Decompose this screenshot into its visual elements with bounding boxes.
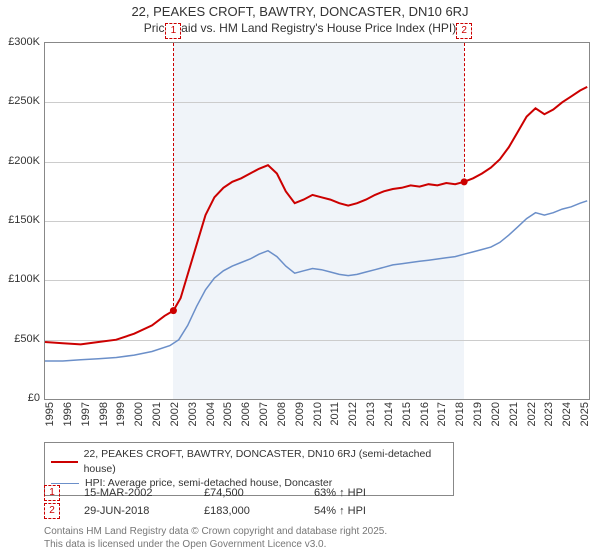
x-axis-label: 2022 bbox=[526, 402, 538, 434]
x-axis-label: 2018 bbox=[454, 402, 466, 434]
txn-price: £183,000 bbox=[204, 505, 314, 517]
x-axis-label: 2014 bbox=[383, 402, 395, 434]
x-axis-label: 2024 bbox=[561, 402, 573, 434]
chart-marker-2: 2 bbox=[456, 23, 472, 39]
x-axis-label: 2009 bbox=[294, 402, 306, 434]
x-axis-label: 1997 bbox=[80, 402, 92, 434]
x-axis-label: 1996 bbox=[62, 402, 74, 434]
transaction-dot bbox=[170, 307, 177, 314]
y-axis-label: £300K bbox=[8, 36, 40, 48]
x-axis-label: 2023 bbox=[543, 402, 555, 434]
x-axis-label: 2025 bbox=[579, 402, 591, 434]
y-axis-label: £50K bbox=[14, 333, 40, 345]
txn-delta: 63% ↑ HPI bbox=[314, 487, 366, 499]
txn-marker-2: 2 bbox=[44, 503, 60, 519]
transactions-table: 1 15-MAR-2002 £74,500 63% ↑ HPI 2 29-JUN… bbox=[44, 484, 366, 520]
x-axis-label: 2015 bbox=[401, 402, 413, 434]
x-axis-label: 2012 bbox=[347, 402, 359, 434]
x-axis-label: 2005 bbox=[222, 402, 234, 434]
chart-subtitle: Price paid vs. HM Land Registry's House … bbox=[0, 21, 600, 39]
x-axis-label: 2000 bbox=[133, 402, 145, 434]
txn-marker-1: 1 bbox=[44, 485, 60, 501]
y-axis-label: £100K bbox=[8, 273, 40, 285]
y-axis-label: £200K bbox=[8, 155, 40, 167]
chart-title: 22, PEAKES CROFT, BAWTRY, DONCASTER, DN1… bbox=[0, 0, 600, 21]
txn-date: 29-JUN-2018 bbox=[84, 505, 204, 517]
x-axis-label: 2002 bbox=[169, 402, 181, 434]
x-axis-label: 2010 bbox=[312, 402, 324, 434]
y-axis-label: £250K bbox=[8, 95, 40, 107]
x-axis-label: 2001 bbox=[151, 402, 163, 434]
txn-price: £74,500 bbox=[204, 487, 314, 499]
legend-item-price: 22, PEAKES CROFT, BAWTRY, DONCASTER, DN1… bbox=[84, 447, 447, 476]
x-axis-label: 2004 bbox=[205, 402, 217, 434]
x-axis-label: 2007 bbox=[258, 402, 270, 434]
x-axis-label: 2016 bbox=[419, 402, 431, 434]
x-axis-label: 2017 bbox=[436, 402, 448, 434]
x-axis-label: 2019 bbox=[472, 402, 484, 434]
y-axis-label: £150K bbox=[8, 214, 40, 226]
series-price_paid bbox=[45, 87, 587, 345]
x-axis-label: 2006 bbox=[240, 402, 252, 434]
x-axis-label: 2008 bbox=[276, 402, 288, 434]
x-axis-label: 1999 bbox=[115, 402, 127, 434]
x-axis-label: 2011 bbox=[329, 402, 341, 434]
x-axis-label: 1995 bbox=[44, 402, 56, 434]
txn-date: 15-MAR-2002 bbox=[84, 487, 204, 499]
chart-marker-1: 1 bbox=[165, 23, 181, 39]
chart-plot-area: 12 bbox=[44, 42, 590, 400]
y-axis-label: £0 bbox=[28, 392, 40, 404]
txn-delta: 54% ↑ HPI bbox=[314, 505, 366, 517]
x-axis-label: 1998 bbox=[98, 402, 110, 434]
x-axis-label: 2020 bbox=[490, 402, 502, 434]
attribution: Contains HM Land Registry data © Crown c… bbox=[44, 526, 387, 551]
x-axis-label: 2021 bbox=[508, 402, 520, 434]
x-axis-label: 2003 bbox=[187, 402, 199, 434]
transaction-dot bbox=[461, 178, 468, 185]
x-axis-label: 2013 bbox=[365, 402, 377, 434]
